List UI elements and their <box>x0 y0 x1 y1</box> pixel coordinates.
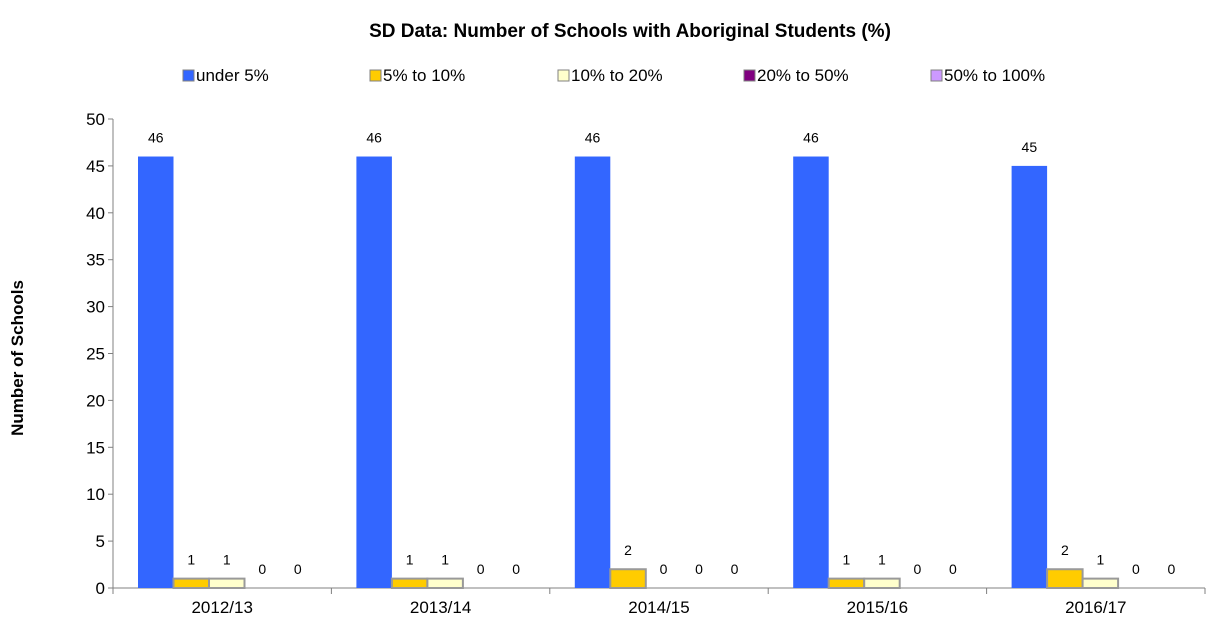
legend-item-10pct-to-20pct: 10% to 20% <box>557 66 663 85</box>
legend-swatch <box>557 69 570 82</box>
data-label: 1 <box>878 552 886 568</box>
data-label: 0 <box>1132 561 1140 577</box>
data-label: 2 <box>624 542 632 558</box>
data-label: 0 <box>512 561 520 577</box>
y-tick-label: 30 <box>86 298 105 317</box>
bar-5pct-to-10pct-2014-15 <box>609 568 647 589</box>
bar-5pct-to-10pct-2015-16 <box>827 577 866 589</box>
legend-swatch <box>369 69 382 82</box>
y-tick-label: 50 <box>86 110 105 129</box>
data-label: 0 <box>1167 561 1175 577</box>
legend-item-5pct-to-10pct: 5% to 10% <box>369 66 465 85</box>
data-label: 0 <box>731 561 739 577</box>
bar-under-5pct-2015-16 <box>793 156 829 588</box>
data-label: 45 <box>1022 139 1038 155</box>
y-tick-label: 20 <box>86 391 105 410</box>
y-tick-label: 35 <box>86 251 105 270</box>
bar-10pct-to-20pct-2016-17 <box>1081 577 1120 589</box>
data-label: 0 <box>949 561 957 577</box>
data-label: 46 <box>366 130 382 146</box>
data-label: 0 <box>695 561 703 577</box>
x-tick-label: 2012/13 <box>191 598 252 617</box>
bar-10pct-to-20pct-2015-16 <box>863 577 901 589</box>
data-label: 0 <box>294 561 302 577</box>
legend-item-under-5pct: under 5% <box>182 66 269 85</box>
y-tick-label: 10 <box>86 485 105 504</box>
data-label: 0 <box>660 561 668 577</box>
bar-5pct-to-10pct-2012-13 <box>172 577 210 589</box>
data-label: 1 <box>187 552 195 568</box>
bar-under-5pct-2012-13 <box>138 156 174 588</box>
data-label: 0 <box>914 561 922 577</box>
bar-10pct-to-20pct-2012-13 <box>208 577 246 589</box>
data-label: 46 <box>803 130 819 146</box>
data-label: 1 <box>1096 552 1104 568</box>
data-label: 46 <box>585 130 601 146</box>
data-label: 2 <box>1061 542 1069 558</box>
y-tick-label: 45 <box>86 157 105 176</box>
legend-swatch <box>930 69 943 82</box>
y-tick-label: 15 <box>86 438 105 457</box>
legend-item-20pct-to-50pct: 20% to 50% <box>743 66 849 85</box>
bar-under-5pct-2016-17 <box>1011 165 1048 588</box>
y-tick-label: 25 <box>86 345 105 364</box>
legend-label: 20% to 50% <box>757 66 849 85</box>
legend-label: 50% to 100% <box>944 66 1045 85</box>
chart-title: SD Data: Number of Schools with Aborigin… <box>369 21 891 42</box>
y-axis: 0 5 10 15 20 25 30 35 40 45 50 <box>86 110 114 598</box>
bar-10pct-to-20pct-2013-14 <box>426 577 464 589</box>
data-label: 0 <box>258 561 266 577</box>
data-labels-group: 46 1 1 0 0 46 1 1 0 0 46 2 0 0 0 46 1 1 0 0 45 2 1 0 0 <box>148 130 1175 577</box>
data-label: 1 <box>441 552 449 568</box>
bar-under-5pct-2013-14 <box>356 156 392 588</box>
bar-5pct-to-10pct-2013-14 <box>390 577 429 589</box>
y-tick-label: 0 <box>96 579 105 598</box>
bar-under-5pct-2014-15 <box>574 156 611 588</box>
data-label: 1 <box>843 552 851 568</box>
legend-swatch <box>182 69 195 82</box>
chart-legend: under 5% 5% to 10% 10% to 20% 20% to 50% 50%… <box>182 66 1045 85</box>
legend-swatch <box>743 69 756 82</box>
legend-label: 10% to 20% <box>571 66 663 85</box>
y-axis-label: Number of Schools <box>8 280 27 436</box>
bar-series-group <box>138 156 1120 589</box>
bar-5pct-to-10pct-2016-17 <box>1046 568 1084 589</box>
x-axis: 2012/13 2013/14 2014/15 2015/16 2016/17 <box>112 587 1206 617</box>
legend-item-50pct-to-100pct: 50% to 100% <box>930 66 1045 85</box>
x-tick-label: 2015/16 <box>847 598 908 617</box>
y-tick-label: 40 <box>86 204 105 223</box>
legend-label: under 5% <box>196 66 269 85</box>
y-tick-label: 5 <box>96 532 105 551</box>
data-label: 1 <box>223 552 231 568</box>
x-tick-label: 2013/14 <box>410 598 471 617</box>
legend-label: 5% to 10% <box>383 66 465 85</box>
data-label: 46 <box>148 130 164 146</box>
data-label: 0 <box>477 561 485 577</box>
x-tick-label: 2014/15 <box>628 598 689 617</box>
data-label: 1 <box>406 552 414 568</box>
x-tick-label: 2016/17 <box>1065 598 1126 617</box>
